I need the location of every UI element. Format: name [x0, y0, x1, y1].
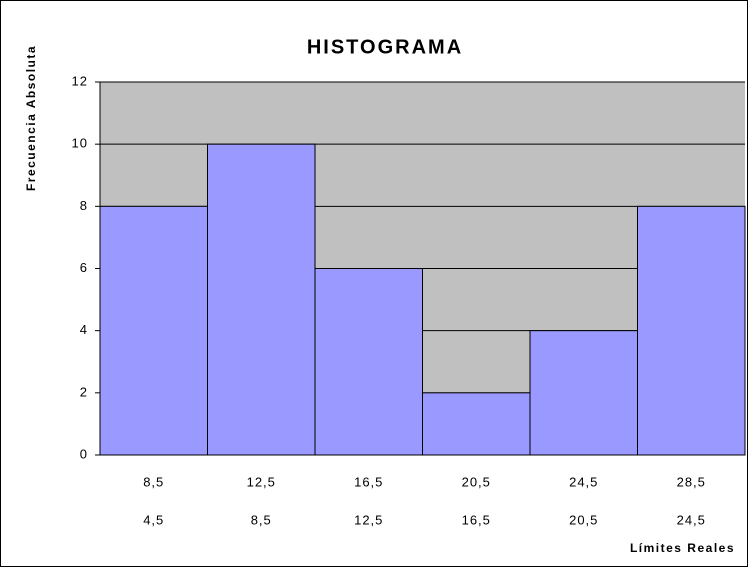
y-tick-label: 0 [80, 446, 88, 461]
x-tick-label: 28,5 [677, 474, 706, 489]
x-tick-label-lower: 12,5 [354, 512, 383, 527]
x-axis-title: Límites Reales [630, 541, 735, 555]
bar [422, 392, 531, 456]
y-tick-label: 4 [80, 322, 88, 337]
bar [99, 205, 208, 456]
x-tick-label: 8,5 [143, 474, 164, 489]
chart-title: HISTOGRAMA [307, 36, 463, 58]
y-tick-label: 2 [80, 384, 88, 399]
x-tick-label-lower: 4,5 [143, 512, 164, 527]
x-tick-label: 24,5 [569, 474, 598, 489]
x-tick-label: 20,5 [462, 474, 491, 489]
bar [637, 205, 746, 456]
y-tick-label: 6 [80, 260, 88, 275]
bar [529, 330, 638, 456]
bar [207, 143, 316, 456]
y-tick-label: 12 [72, 73, 88, 88]
x-tick-label-lower: 20,5 [569, 512, 598, 527]
bar [314, 268, 423, 456]
y-tick-label: 10 [72, 136, 88, 151]
x-tick-label: 16,5 [354, 474, 383, 489]
x-tick-label-lower: 16,5 [462, 512, 491, 527]
x-tick-label: 12,5 [247, 474, 276, 489]
x-tick-label-lower: 24,5 [677, 512, 706, 527]
y-axis-title: Frecuencia Absoluta [24, 45, 38, 191]
y-tick-label: 8 [80, 198, 88, 213]
x-tick-label-lower: 8,5 [251, 512, 272, 527]
